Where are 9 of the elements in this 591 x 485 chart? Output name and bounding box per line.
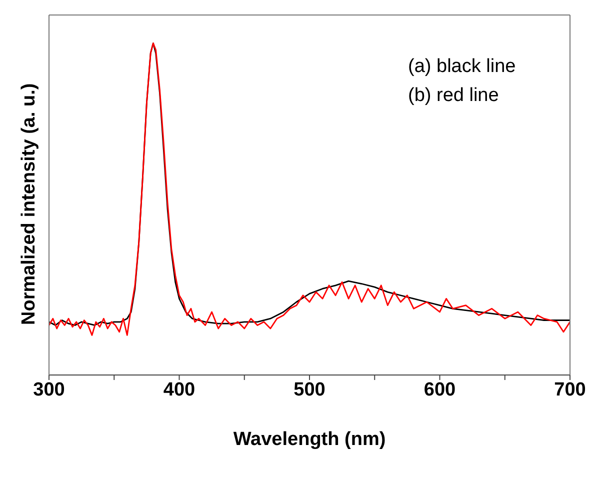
x-tick-label: 600 bbox=[424, 379, 456, 400]
annotation: (a) black line bbox=[408, 56, 516, 78]
x-axis-title: Wavelength (nm) bbox=[233, 429, 386, 450]
x-tick-label: 300 bbox=[33, 379, 65, 400]
y-axis-title: Normalized intensity (a. u.) bbox=[18, 83, 40, 325]
x-tick-label: 500 bbox=[294, 379, 326, 400]
x-tick-label: 700 bbox=[554, 379, 586, 400]
x-tick-label: 400 bbox=[163, 379, 196, 400]
annotation: (b) red line bbox=[408, 85, 499, 107]
